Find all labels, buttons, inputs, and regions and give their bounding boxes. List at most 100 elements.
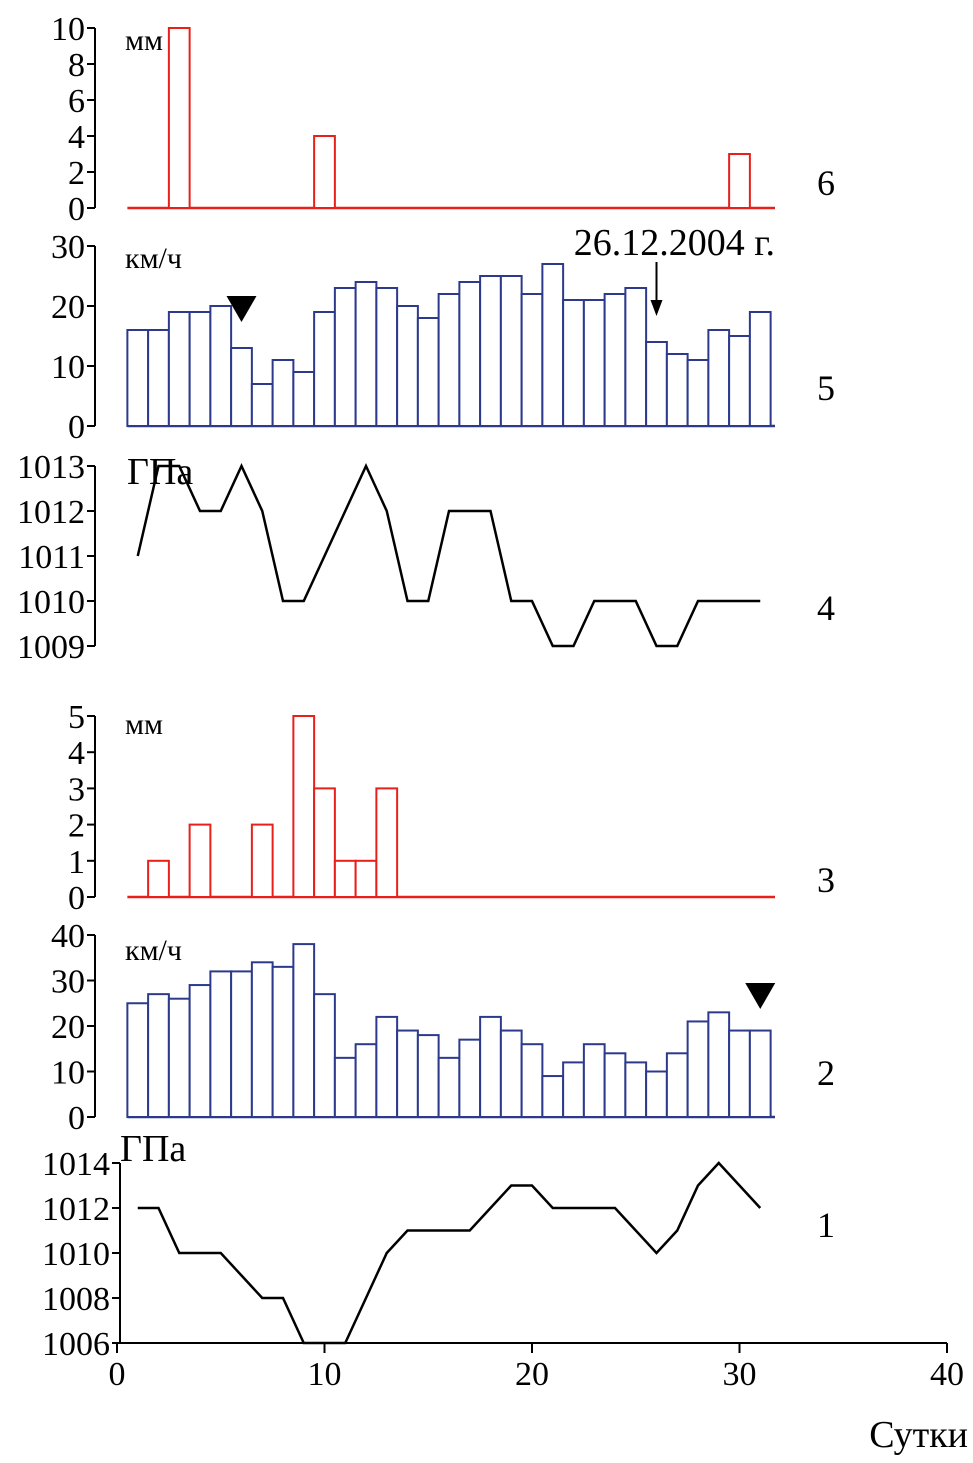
y-tick-label-2-1: 10 <box>51 1055 85 1092</box>
y-tick-label-3-3: 3 <box>68 771 85 808</box>
unit-label-3: мм <box>125 708 163 741</box>
panel-number-6: 6 <box>817 163 835 203</box>
x-tick-label-3: 30 <box>723 1356 757 1393</box>
bar-5-23 <box>603 293 627 427</box>
bar-2-21 <box>562 1061 585 1119</box>
bar-2-19 <box>520 1043 544 1118</box>
y-tick-label-1-2: 1010 <box>42 1236 110 1273</box>
y-tick-label-2-2: 20 <box>51 1009 85 1046</box>
bar-5-15 <box>437 293 461 427</box>
bar-2-29 <box>728 1029 751 1119</box>
bar-5-13 <box>396 305 419 427</box>
bar-5-28 <box>707 329 731 427</box>
y-tick-label-6-3: 6 <box>68 83 85 120</box>
y-tick-label-3-2: 2 <box>68 808 85 845</box>
bar-5-19 <box>520 293 544 427</box>
series-line-4 <box>136 463 761 648</box>
bar-3-2 <box>250 823 274 898</box>
bar-2-11 <box>354 1043 378 1118</box>
bar-5-17 <box>479 275 502 427</box>
y-tick-label-1-3: 1012 <box>42 1191 110 1228</box>
bar-2-8 <box>292 943 316 1118</box>
panel-1: 1006 1008 1010 1012 1014 ГПа 1 <box>42 1128 835 1363</box>
annotation-arrow-head <box>650 300 663 316</box>
panel-number-3: 3 <box>817 860 835 900</box>
x-tick-label-1: 10 <box>308 1356 342 1393</box>
bar-5-2 <box>167 311 191 427</box>
bar-5-1 <box>147 329 170 427</box>
y-tick-label-3-4: 4 <box>68 735 85 772</box>
panel-2: 0 10 20 30 40 км/ч 2 <box>51 918 835 1137</box>
bar-5-16 <box>458 281 482 427</box>
bar-5-14 <box>416 317 440 427</box>
unit-label-2: км/ч <box>125 934 182 967</box>
y-tick-label-2-0: 0 <box>68 1100 85 1137</box>
bar-5-12 <box>375 287 399 427</box>
bar-2-5 <box>230 970 253 1119</box>
y-tick-label-5-0: 0 <box>68 409 85 446</box>
marker-triangle-5 <box>226 296 257 322</box>
bar-3-5 <box>333 859 357 898</box>
bar-3-3 <box>292 715 316 898</box>
bar-5-18 <box>499 275 523 427</box>
bar-2-25 <box>645 1070 668 1118</box>
bar-5-9 <box>313 311 336 427</box>
bar-2-27 <box>686 1020 710 1119</box>
series-line-1 <box>137 1161 762 1345</box>
bar-5-8 <box>292 371 316 427</box>
x-tick-label-2: 20 <box>515 1356 549 1393</box>
y-tick-label-3-0: 0 <box>68 880 85 917</box>
bar-2-0 <box>126 1002 150 1118</box>
panel-number-5: 5 <box>817 368 835 408</box>
bar-2-9 <box>313 993 336 1119</box>
unit-label-4: ГПа <box>127 451 193 493</box>
bar-5-6 <box>250 383 274 427</box>
y-tick-label-6-4: 8 <box>68 47 85 84</box>
y-tick-label-1-0: 1006 <box>42 1326 110 1363</box>
bar-5-21 <box>562 299 585 427</box>
bar-5-29 <box>728 335 751 427</box>
y-tick-label-6-1: 2 <box>68 155 85 192</box>
y-tick-label-4-1: 1010 <box>17 584 85 621</box>
y-tick-label-5-3: 30 <box>51 229 85 266</box>
bar-3-0 <box>147 859 170 898</box>
y-tick-label-5-1: 10 <box>51 349 85 386</box>
bar-2-20 <box>541 1075 565 1119</box>
bar-5-27 <box>686 359 710 427</box>
x-tick-label-4: 40 <box>930 1356 964 1393</box>
marker-triangle-2 <box>745 983 776 1009</box>
bar-2-14 <box>416 1034 440 1118</box>
bar-2-28 <box>707 1011 731 1118</box>
y-tick-label-4-2: 1011 <box>18 539 85 576</box>
bar-2-23 <box>603 1052 627 1119</box>
bar-5-26 <box>665 353 689 427</box>
bar-2-30 <box>748 1029 772 1119</box>
bar-2-2 <box>167 997 191 1119</box>
bar-3-4 <box>313 787 336 899</box>
bar-6-2 <box>728 153 751 209</box>
bar-5-3 <box>188 311 212 427</box>
y-tick-label-1-4: 1014 <box>42 1146 110 1183</box>
bar-5-24 <box>624 287 648 427</box>
bar-2-10 <box>333 1056 357 1118</box>
x-axis-label: Сутки <box>869 1414 968 1456</box>
bar-5-11 <box>354 281 378 427</box>
bar-5-30 <box>748 311 772 427</box>
y-tick-label-4-0: 1009 <box>17 629 85 666</box>
y-tick-label-5-2: 20 <box>51 289 85 326</box>
bar-2-4 <box>209 970 233 1119</box>
bar-5-7 <box>271 359 295 427</box>
bar-2-17 <box>479 1015 502 1119</box>
x-tick-label-0: 0 <box>109 1356 126 1393</box>
bar-2-7 <box>271 965 295 1118</box>
unit-label-6: мм <box>125 24 163 57</box>
bar-2-3 <box>188 984 212 1118</box>
bar-2-1 <box>147 993 170 1119</box>
bar-5-4 <box>209 305 233 427</box>
bar-6-0 <box>167 27 191 209</box>
bar-2-22 <box>582 1043 606 1118</box>
y-tick-label-1-1: 1008 <box>42 1281 110 1318</box>
